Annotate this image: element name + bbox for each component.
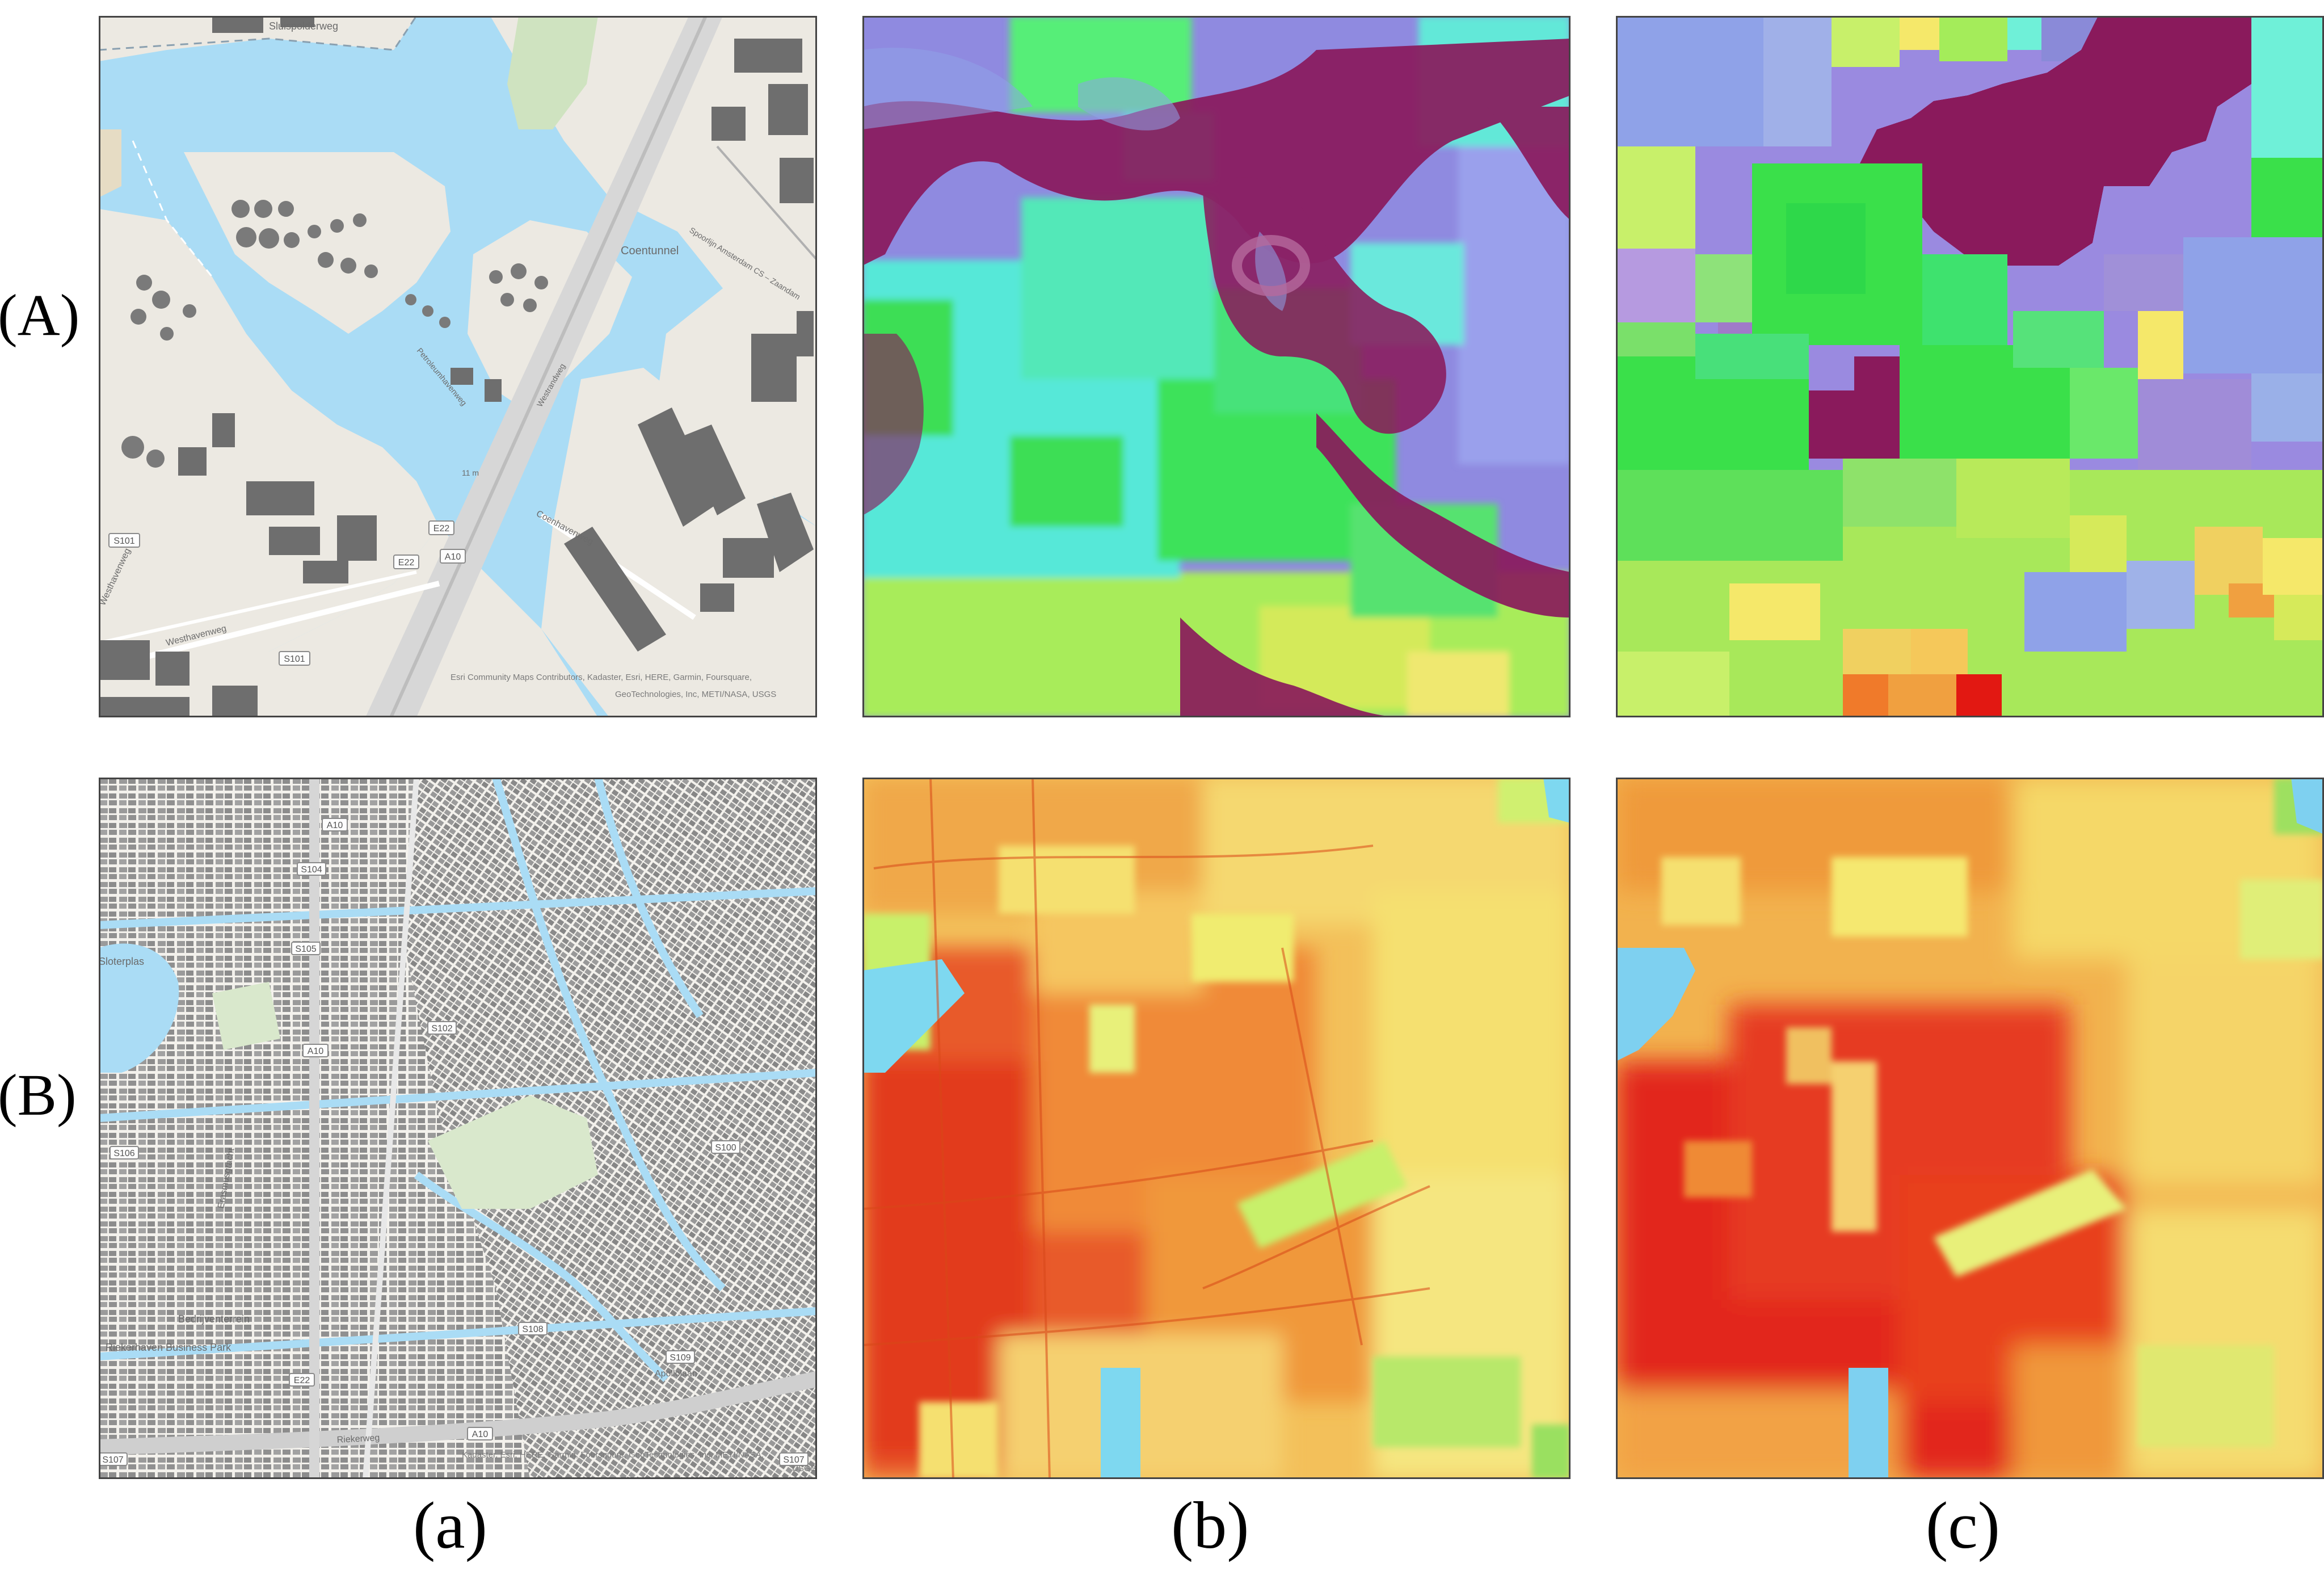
label-coentunnel: Coentunnel — [621, 245, 679, 257]
label-sloterplas: Sloterplas — [99, 956, 144, 967]
panel-a-highres — [862, 16, 1571, 717]
svg-text:S107: S107 — [102, 1455, 123, 1465]
col-label-a: (a) — [413, 1488, 487, 1562]
svg-text:A10: A10 — [472, 1430, 489, 1439]
svg-text:S106: S106 — [113, 1149, 134, 1158]
svg-text:E22: E22 — [433, 524, 450, 534]
svg-text:A10: A10 — [445, 552, 461, 562]
svg-text:S104: S104 — [301, 865, 322, 875]
road-texture — [862, 778, 1430, 1479]
attribution-a-line1: Esri Community Maps Contributors, Kadast… — [451, 673, 752, 682]
shield-b-s108: S108 — [518, 1322, 548, 1335]
panel-a-map: Sluispolderweg Coentunnel Spoorlijn Amst… — [99, 16, 817, 717]
shield-e22-north: E22 — [428, 520, 454, 535]
shield-b-s106: S106 — [110, 1146, 139, 1160]
shield-b-a10-bottom: A10 — [467, 1427, 493, 1440]
attribution-a-line2: GeoTechnologies, Inc, METI/NASA, USGS — [615, 690, 776, 699]
panel-b-highres — [862, 778, 1571, 1479]
heatmap-b-c — [1616, 778, 2324, 1479]
svg-text:A10: A10 — [308, 1047, 324, 1056]
shield-s101-west: S101 — [108, 533, 140, 548]
row-label-b: (B) — [0, 1062, 77, 1128]
heatmap-a-c — [1616, 16, 2324, 717]
svg-text:S101: S101 — [113, 536, 134, 546]
shield-b-s105: S105 — [291, 942, 321, 955]
svg-text:S100: S100 — [715, 1143, 736, 1153]
shield-b-s102: S102 — [427, 1021, 457, 1035]
svg-text:S102: S102 — [431, 1024, 452, 1034]
col-label-c: (c) — [1926, 1488, 2000, 1562]
buildings — [99, 16, 814, 717]
svg-text:A10: A10 — [327, 821, 343, 830]
label-apollolaan: Apollolaan — [655, 1369, 697, 1379]
label-business-park: Riekerhaven Business Park — [106, 1342, 231, 1353]
label-riekerweg: Riekerweg — [336, 1433, 380, 1445]
attribution-b-line1: Kadaster, Esri, HERE, Garmin, Foursquare… — [462, 1450, 764, 1460]
shield-b-s107: S107 — [99, 1452, 128, 1466]
panel-a-lowres — [1616, 16, 2324, 717]
panel-b-map: Riekerhaven Business Park Bedrijventerre… — [99, 778, 817, 1479]
svg-text:S101: S101 — [284, 654, 305, 664]
shield-a10: A10 — [440, 549, 466, 564]
label-clearance: 11 m — [462, 468, 479, 477]
row-label-a: (A) — [0, 283, 80, 348]
attribution-b-line2: USGS — [792, 1464, 816, 1473]
label-sluispolderweg: Sluispolderweg — [269, 20, 338, 32]
shield-b-e22: E22 — [289, 1373, 315, 1387]
shield-b-a10-top: A10 — [322, 818, 348, 831]
shield-e22-south: E22 — [393, 555, 419, 569]
shield-b-s109: S109 — [666, 1350, 695, 1364]
svg-text:S109: S109 — [670, 1353, 691, 1363]
heatmap-a-b — [862, 16, 1571, 717]
svg-text:S107: S107 — [783, 1455, 804, 1465]
label-bedrijventerrein: Bedrijventerrein — [178, 1313, 250, 1325]
svg-text:S108: S108 — [522, 1325, 543, 1334]
shield-b-s107-east: S107 — [779, 1452, 809, 1466]
svg-text:S105: S105 — [295, 944, 316, 954]
heatmap-b-b — [862, 778, 1571, 1479]
map-b-canvas: Riekerhaven Business Park Bedrijventerre… — [99, 778, 817, 1479]
svg-text:E22: E22 — [398, 558, 415, 568]
storage-tanks — [121, 200, 548, 468]
svg-text:E22: E22 — [294, 1376, 310, 1385]
shield-b-a10-mid: A10 — [302, 1044, 329, 1057]
col-label-b: (b) — [1171, 1488, 1249, 1562]
panel-b-lowres — [1616, 778, 2324, 1479]
shield-b-s104: S104 — [297, 862, 326, 876]
shield-s101-south: S101 — [279, 651, 310, 666]
shield-b-s100: S100 — [711, 1140, 740, 1154]
map-a-canvas: Sluispolderweg Coentunnel Spoorlijn Amst… — [99, 16, 817, 717]
